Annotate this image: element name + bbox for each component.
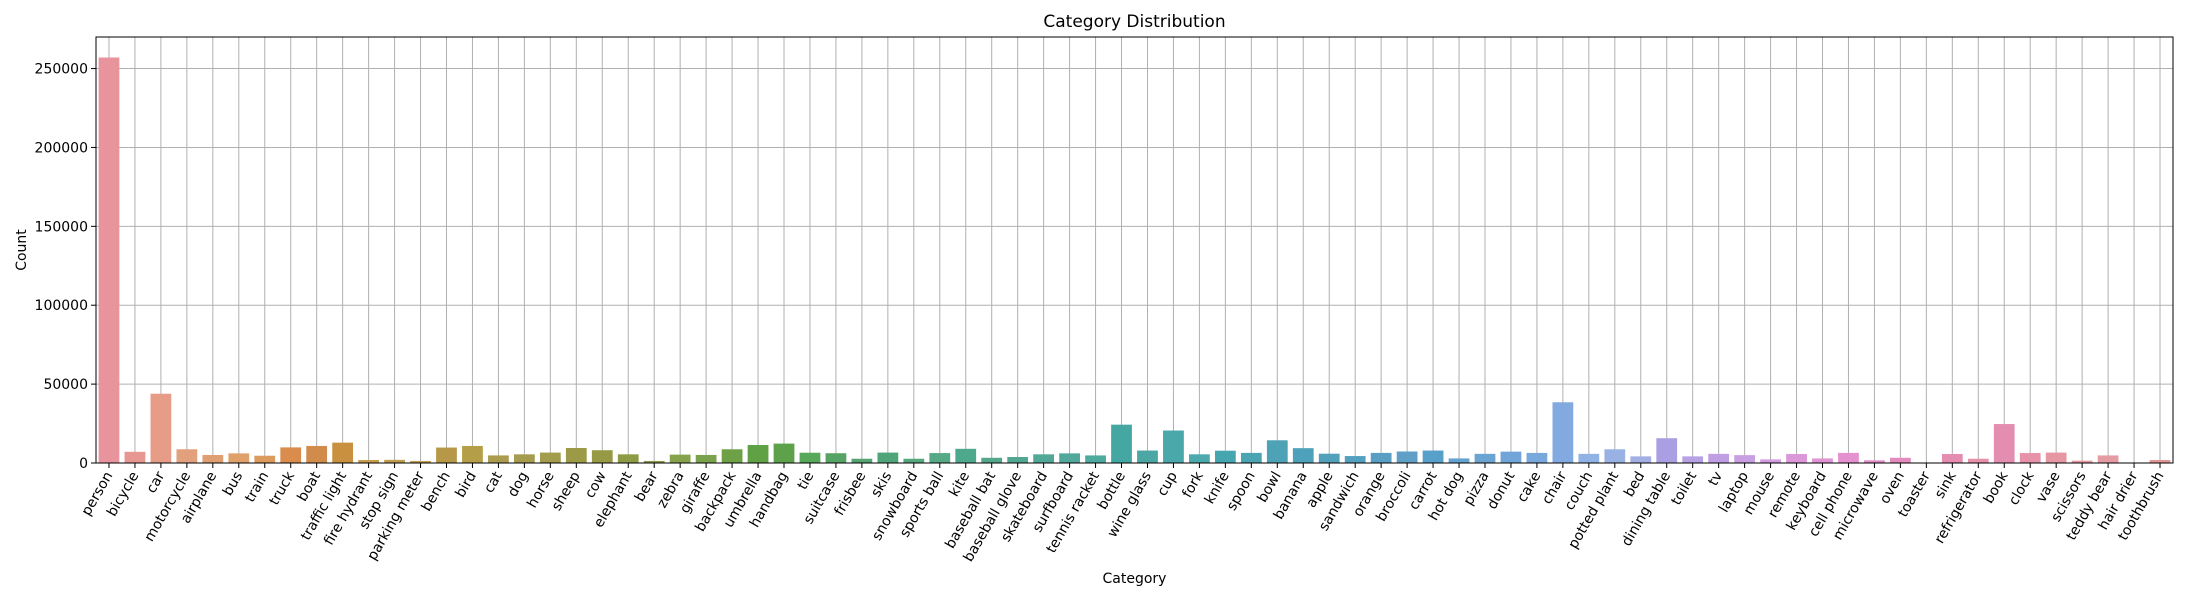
bar-oven <box>1890 457 1911 463</box>
bar-snowboard <box>903 458 925 463</box>
bar-fire-hydrant <box>358 460 379 463</box>
x-axis-title: Category <box>1103 571 1167 587</box>
bar-book <box>1993 424 2015 463</box>
bar-banana <box>1292 448 1314 463</box>
y-tick-label: 200000 <box>35 140 88 156</box>
bar-microwave <box>1864 460 1885 463</box>
bar-car <box>150 393 172 463</box>
bar-elephant <box>617 454 639 463</box>
bar-zebra <box>669 454 691 463</box>
bar-bed <box>1630 456 1652 463</box>
bar-backpack <box>721 449 743 463</box>
bar-toilet <box>1682 456 1704 463</box>
bar-potted-plant <box>1604 449 1626 463</box>
bar-cow <box>591 450 613 463</box>
bar-knife <box>1214 450 1236 463</box>
bar-bicycle <box>124 451 146 463</box>
bar-bowl <box>1266 440 1288 463</box>
y-axis: 0 50000 100000 150000 200000 250000 <box>35 62 96 472</box>
bar-remote <box>1786 454 1807 463</box>
y-tick-label: 0 <box>79 456 88 472</box>
bar-bear <box>643 460 665 463</box>
y-tick-label: 250000 <box>35 62 88 78</box>
bar-bench <box>436 447 457 463</box>
bar-baseball-bat <box>981 457 1003 463</box>
x-tick-label: tie <box>795 469 818 493</box>
bar-carrot <box>1422 450 1444 463</box>
bar-broccoli <box>1396 451 1418 463</box>
bar-motorcycle <box>176 449 198 463</box>
plot-frame <box>95 36 2174 464</box>
bar-pizza <box>1474 453 1496 463</box>
bar-sports-ball <box>929 453 951 463</box>
bar-toothbrush <box>2149 460 2171 463</box>
bar-stop-sign <box>384 459 405 463</box>
bar-cup <box>1163 430 1184 463</box>
bar-sandwich <box>1344 456 1366 463</box>
bar-person <box>98 57 120 464</box>
bar-dog <box>513 454 535 463</box>
bar-tv <box>1708 453 1730 463</box>
bar-airplane <box>202 454 224 463</box>
bar-suitcase <box>825 453 847 463</box>
bar-spoon <box>1240 452 1262 463</box>
bar-keyboard <box>1812 458 1833 463</box>
bar-scissors <box>2071 460 2093 463</box>
bar-tie <box>799 452 821 463</box>
bar-couch <box>1578 453 1600 463</box>
bar-cell-phone <box>1838 452 1859 463</box>
bar-mouse <box>1760 459 1781 463</box>
bar-cat <box>488 455 509 463</box>
bar-cake <box>1526 452 1548 463</box>
bar-clock <box>2019 453 2041 463</box>
bar-kite <box>955 448 977 463</box>
bar-handbag <box>773 443 795 463</box>
bar-bus <box>228 453 250 463</box>
bar-teddy-bear <box>2097 455 2119 463</box>
y-axis-title: Count <box>14 229 30 271</box>
bar-hot-dog <box>1448 458 1470 463</box>
bar-layer <box>98 57 2171 464</box>
bar-wine-glass <box>1137 450 1158 463</box>
y-tick-label: 50000 <box>43 377 88 393</box>
y-tick-label: 100000 <box>35 298 88 314</box>
bar-sink <box>1941 454 1963 463</box>
bar-surfboard <box>1059 453 1080 463</box>
bar-skis <box>877 452 899 463</box>
bar-giraffe <box>695 454 717 463</box>
bar-dining-table <box>1656 438 1678 463</box>
grid-layer <box>96 37 2173 464</box>
bar-traffic-light <box>332 442 354 463</box>
bar-laptop <box>1734 455 1756 463</box>
bar-vase <box>2045 452 2067 463</box>
bar-sheep <box>565 448 587 463</box>
bar-boat <box>306 445 328 463</box>
bar-bird <box>462 445 483 463</box>
y-tick-label: 150000 <box>35 219 88 235</box>
bar-horse <box>539 452 561 463</box>
bar-skateboard <box>1033 454 1055 463</box>
chart-title: Category Distribution <box>1043 12 1225 32</box>
bar-orange <box>1370 452 1392 463</box>
bar-bottle <box>1111 424 1132 463</box>
bar-truck <box>280 447 302 463</box>
bar-parking-meter <box>410 460 431 463</box>
bar-fork <box>1189 454 1210 463</box>
bar-chair <box>1552 402 1574 463</box>
bar-donut <box>1500 451 1522 463</box>
bar-tennis-racket <box>1085 455 1106 463</box>
bar-baseball-glove <box>1007 457 1029 463</box>
bar-refrigerator <box>1967 458 1989 463</box>
bar-apple <box>1318 453 1340 463</box>
bar-frisbee <box>851 458 873 463</box>
bar-train <box>254 455 276 463</box>
bar-umbrella <box>747 445 769 463</box>
